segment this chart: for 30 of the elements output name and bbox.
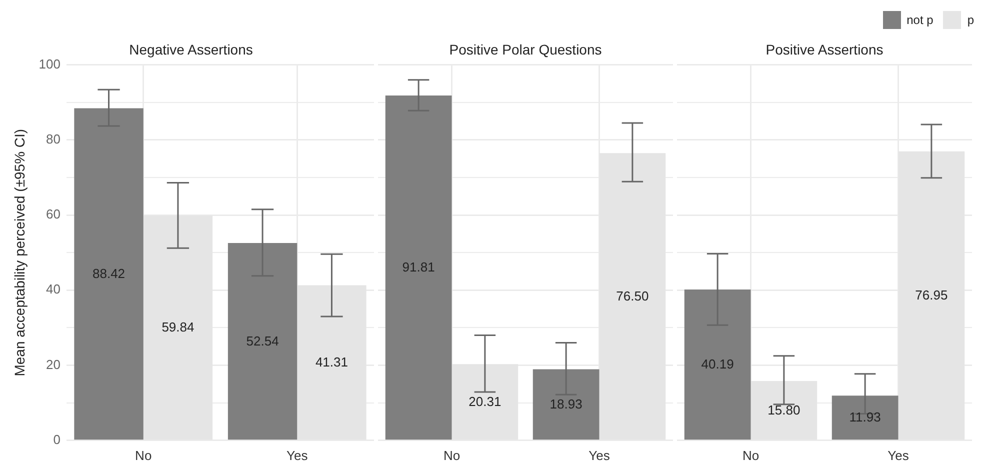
- y-tick-label: 20: [46, 356, 60, 372]
- x-tick-label: No: [742, 448, 760, 463]
- data-label: 11.93: [849, 410, 881, 425]
- data-label: 18.93: [550, 396, 582, 412]
- x-tick-label: No: [135, 448, 152, 463]
- data-label: 52.54: [246, 333, 279, 348]
- y-tick-label: 60: [46, 206, 60, 222]
- chart-title: Positive Polar Questions: [449, 41, 602, 58]
- data-label: 76.50: [616, 288, 649, 304]
- y-tick-label: 80: [46, 132, 60, 146]
- x-tick-label: Yes: [588, 448, 610, 463]
- y-tick-label: 100: [38, 56, 60, 72]
- y-axis-title: Mean acceptability perceived (±95% CI): [11, 128, 28, 376]
- data-label: 20.31: [468, 394, 502, 409]
- legend-label: not p: [906, 13, 934, 27]
- data-label: 59.84: [162, 320, 194, 335]
- y-tick-label: 40: [46, 282, 60, 297]
- chart-title: Positive Assertions: [766, 41, 884, 58]
- data-label: 76.95: [915, 287, 948, 302]
- data-label: 41.31: [315, 354, 348, 370]
- x-tick-label: Yes: [888, 448, 910, 463]
- x-tick-label: No: [443, 448, 460, 463]
- y-tick-label: 0: [53, 432, 60, 447]
- data-label: 15.80: [768, 402, 800, 418]
- data-label: 88.42: [92, 266, 126, 281]
- data-label: 91.81: [402, 260, 435, 275]
- data-label: 40.19: [701, 356, 734, 372]
- legend-label: p: [967, 13, 974, 27]
- chart-title: Negative Assertions: [129, 41, 253, 58]
- x-tick-label: Yes: [286, 448, 308, 463]
